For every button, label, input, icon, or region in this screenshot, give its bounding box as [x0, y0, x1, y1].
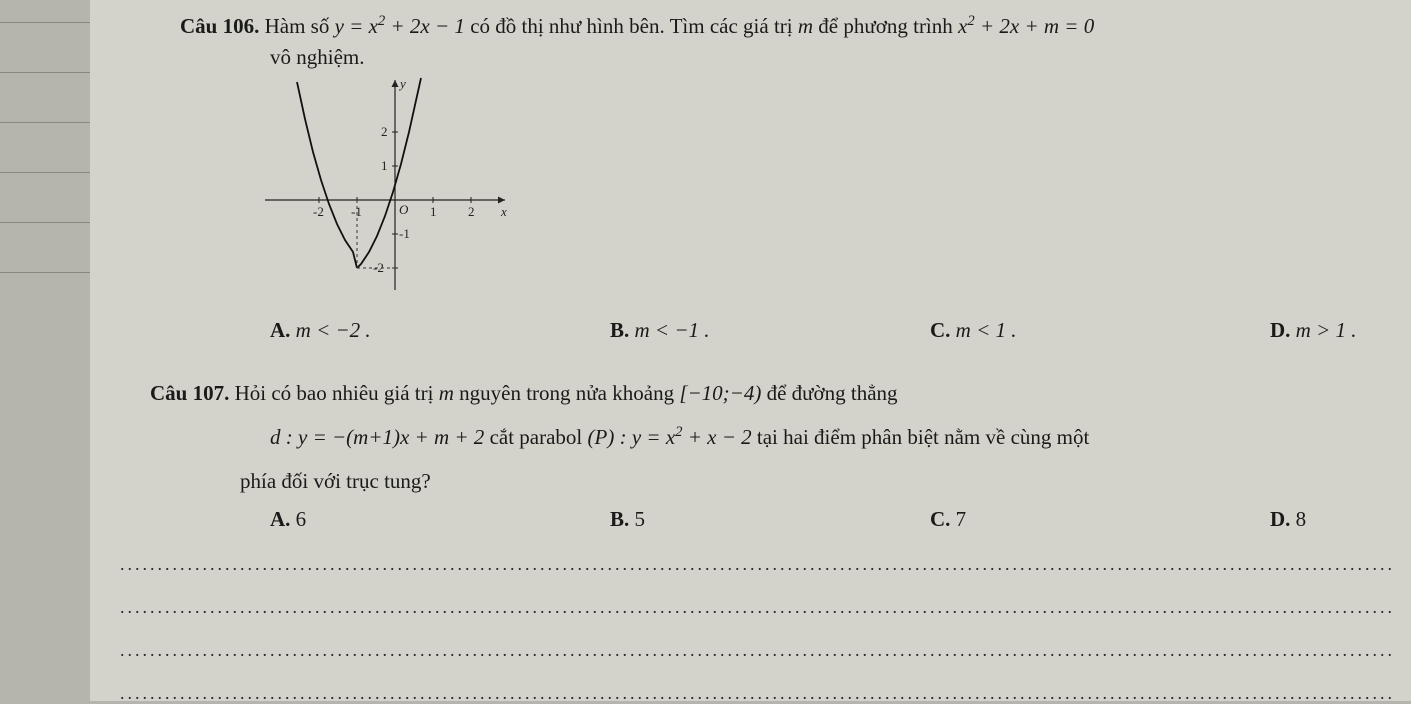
- xtick-label: -2: [313, 204, 324, 220]
- q107-line2: d : y = −(m+1)x + m + 2 cắt parabol (P) …: [270, 415, 1391, 459]
- q107-text: Hỏi có bao nhiêu giá trị: [235, 381, 439, 405]
- origin-label: O: [399, 202, 408, 218]
- q107-d: d : y = −(m+1)x + m + 2: [270, 425, 484, 449]
- parabola-curve-main: [297, 82, 357, 268]
- q107-text: nguyên trong nửa khoảng: [459, 381, 679, 405]
- notebook-line: [0, 122, 90, 123]
- q106-label: Câu 106.: [180, 14, 259, 38]
- q106-opt-C: C. m < 1 .: [930, 318, 1270, 343]
- q107-param: m: [439, 381, 454, 405]
- opt-text: m < −2 .: [296, 318, 371, 342]
- notebook-line: [0, 272, 90, 273]
- q107: Câu 107. Hỏi có bao nhiêu giá trị m nguy…: [120, 371, 1391, 503]
- ytick-label: 2: [381, 124, 388, 140]
- ytick-label: -2: [373, 260, 384, 276]
- q106-opt-A: A. m < −2 .: [270, 318, 610, 343]
- q106-options: A. m < −2 . B. m < −1 . C. m < 1 . D. m …: [270, 318, 1391, 343]
- parabola-curve-main2: [357, 78, 421, 268]
- opt-text: m < 1 .: [956, 318, 1017, 342]
- q106-eqn: x2 + 2x + m = 0: [958, 14, 1094, 38]
- x-axis-label: x: [501, 204, 507, 220]
- q107-text: tại hai điểm phân biệt nằm về cùng một: [757, 425, 1089, 449]
- q107-opt-B: B. 5: [610, 507, 930, 532]
- q106-param: m: [798, 14, 813, 38]
- q107-opt-C: C. 7: [930, 507, 1270, 532]
- q106-text-mid: có đồ thị như hình bên. Tìm các giá trị: [470, 14, 798, 38]
- q106-opt-B: B. m < −1 .: [610, 318, 930, 343]
- q107-P: (P) : y = x2 + x − 2: [588, 425, 752, 449]
- opt-text: 7: [956, 507, 967, 531]
- notebook-line: [0, 72, 90, 73]
- xtick-label: 2: [468, 204, 475, 220]
- q107-opt-D: D. 8: [1270, 507, 1306, 532]
- opt-text: 8: [1296, 507, 1307, 531]
- y-axis-label: y: [400, 76, 406, 92]
- page-content: Câu 106. Hàm số y = x2 + 2x − 1 có đồ th…: [90, 0, 1411, 701]
- q107-interval: [−10;−4): [679, 381, 761, 405]
- ytick-label: -1: [399, 226, 410, 242]
- q107-opt-A: A. 6: [270, 507, 610, 532]
- q106-graph: polyline[data-name="parabola"]{display:n…: [255, 70, 515, 300]
- q107-label: Câu 107.: [150, 381, 229, 405]
- q107-text: cắt parabol: [490, 425, 588, 449]
- q106-text-mid2: để phương trình: [818, 14, 958, 38]
- xtick-label: 1: [430, 204, 437, 220]
- q107-text: để đường thẳng: [767, 381, 898, 405]
- opt-text: 6: [296, 507, 307, 531]
- notebook-line: [0, 172, 90, 173]
- q106-opt-D: D. m > 1 .: [1270, 318, 1357, 343]
- answer-dots-line: ........................................…: [120, 554, 1391, 575]
- q106-stem: Câu 106. Hàm số y = x2 + 2x − 1 có đồ th…: [180, 10, 1391, 43]
- parabola-svg: polyline[data-name="parabola"]{display:n…: [255, 70, 515, 300]
- answer-dots-line: ........................................…: [120, 640, 1391, 661]
- q107-line3: phía đối với trục tung?: [240, 459, 1391, 503]
- q106-sub: vô nghiệm.: [270, 45, 1391, 70]
- q106-func: y = x2 + 2x − 1: [335, 14, 465, 38]
- q106-text-pre: Hàm số: [265, 14, 335, 38]
- notebook-margin: [0, 0, 90, 701]
- opt-text: m > 1 .: [1296, 318, 1357, 342]
- opt-text: 5: [635, 507, 646, 531]
- notebook-line: [0, 22, 90, 23]
- q107-line1: Câu 107. Hỏi có bao nhiêu giá trị m nguy…: [150, 371, 1391, 415]
- q107-options: A. 6 B. 5 C. 7 D. 8: [270, 507, 1391, 532]
- notebook-line: [0, 222, 90, 223]
- opt-text: m < −1 .: [635, 318, 710, 342]
- xtick-label: -1: [351, 204, 362, 220]
- ytick-label: 1: [381, 158, 388, 174]
- answer-dots-line: ........................................…: [120, 597, 1391, 618]
